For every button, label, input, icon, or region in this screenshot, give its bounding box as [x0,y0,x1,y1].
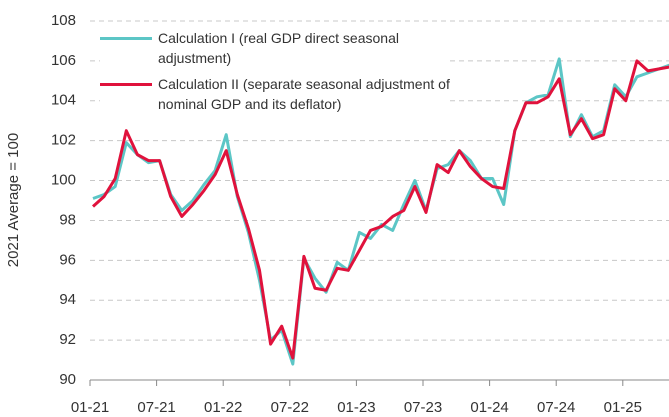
y-tick-label: 106 [51,52,76,69]
y-tick-label: 90 [59,371,76,388]
y-tick-label: 100 [51,172,76,189]
x-tick-label: 01-24 [470,399,508,416]
y-tick-label: 98 [59,211,76,228]
legend-swatch [100,37,152,40]
y-tick-label: 94 [59,291,76,308]
y-tick-label: 108 [51,12,76,29]
legend-item: Calculation II (separate seasonal adjust… [100,74,450,114]
y-axis-label: 2021 Average = 100 [5,133,22,267]
legend-swatch [100,83,152,86]
legend-item: Calculation I (real GDP direct seasonal … [100,28,450,68]
series-line [91,59,669,360]
x-tick-label: 07-21 [137,399,175,416]
legend: Calculation I (real GDP direct seasonal … [100,28,450,120]
x-tick-label: 01-21 [71,399,109,416]
x-tick-label: 01-23 [337,399,375,416]
x-tick-label: 07-22 [271,399,309,416]
x-tick-label: 01-25 [604,399,642,416]
y-tick-label: 104 [51,92,76,109]
y-tick-label: 92 [59,331,76,348]
y-tick-label: 96 [59,251,76,268]
legend-label: Calculation I (real GDP direct seasonal … [158,30,399,66]
x-tick-label: 07-23 [404,399,442,416]
x-tick-label: 01-22 [204,399,242,416]
y-tick-label: 102 [51,132,76,149]
x-tick-label: 07-24 [537,399,575,416]
legend-label: Calculation II (separate seasonal adjust… [158,76,450,112]
